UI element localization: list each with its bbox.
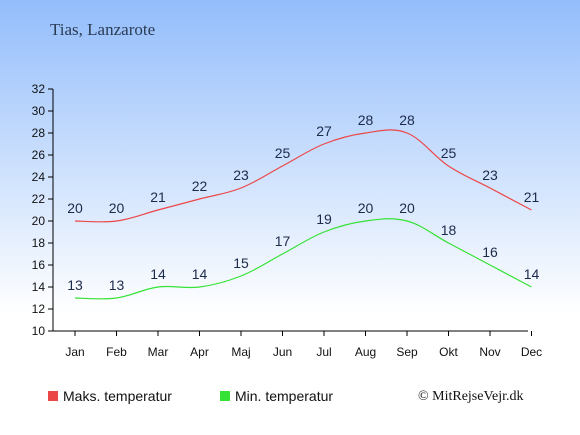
legend-item-max: Maks. temperatur (48, 388, 172, 404)
y-tick-label: 26 (32, 148, 46, 162)
y-tick-label: 30 (32, 104, 46, 118)
x-tick-label: Jul (316, 345, 331, 359)
min-data-label: 19 (316, 211, 332, 227)
legend-label-max: Maks. temperatur (63, 388, 172, 404)
x-tick-label: Okt (439, 345, 458, 359)
min-data-label: 15 (233, 255, 249, 271)
copyright-notice: © MitRejseVejr.dk (418, 389, 524, 404)
max-data-label: 25 (441, 145, 457, 161)
y-tick-label: 12 (32, 302, 46, 316)
x-tick-label: Mar (148, 345, 169, 359)
y-tick-label: 16 (32, 258, 46, 272)
y-tick-label: 10 (32, 324, 46, 338)
x-tick-label: Aug (355, 345, 376, 359)
min-temperature-line (74, 218, 532, 300)
max-data-label: 22 (192, 178, 208, 194)
min-data-label: 20 (358, 200, 374, 216)
x-tick-label: Dec (521, 345, 542, 359)
x-tick-label: Jun (273, 345, 292, 359)
max-data-label: 21 (150, 189, 166, 205)
x-tick-label: Jan (65, 345, 84, 359)
y-tick-label: 24 (32, 170, 46, 184)
min-data-label: 14 (192, 266, 208, 282)
chart-title: Tias, Lanzarote (50, 20, 156, 39)
max-data-label: 25 (275, 145, 291, 161)
min-data-label: 20 (399, 200, 415, 216)
max-data-label: 20 (67, 200, 83, 216)
min-data-label: 13 (109, 277, 125, 293)
x-tick-label: Sep (396, 345, 418, 359)
x-tick-label: Nov (479, 345, 500, 359)
legend-swatch-min (220, 391, 230, 401)
min-data-label: 16 (482, 244, 498, 260)
max-data-label: 28 (358, 112, 374, 128)
max-temperature-line (74, 129, 532, 223)
x-tick-label: Apr (190, 345, 209, 359)
y-tick-label: 28 (32, 126, 46, 140)
min-data-label: 13 (67, 277, 83, 293)
max-data-label: 21 (524, 189, 540, 205)
y-tick-label: 18 (32, 236, 46, 250)
min-data-label: 14 (524, 266, 540, 282)
max-data-label: 28 (399, 112, 415, 128)
min-data-label: 18 (441, 222, 457, 238)
max-data-label: 23 (482, 167, 498, 183)
max-data-label: 27 (316, 123, 332, 139)
max-data-label: 20 (109, 200, 125, 216)
min-data-label: 17 (275, 233, 291, 249)
legend-label-min: Min. temperatur (235, 388, 334, 404)
legend-item-min: Min. temperatur (220, 388, 333, 404)
x-tick-label: Maj (231, 345, 250, 359)
min-data-label: 14 (150, 266, 166, 282)
y-tick-label: 22 (32, 192, 46, 206)
legend-swatch-max (48, 391, 58, 401)
y-tick-label: 20 (32, 214, 46, 228)
max-data-label: 23 (233, 167, 249, 183)
y-tick-label: 32 (32, 82, 46, 96)
y-tick-label: 14 (32, 280, 46, 294)
x-tick-label: Feb (106, 345, 127, 359)
